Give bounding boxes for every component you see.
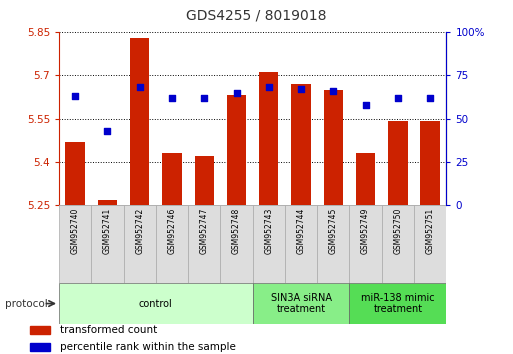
Bar	[221, 205, 252, 283]
Bar	[349, 205, 382, 283]
Text: GSM952751: GSM952751	[426, 208, 435, 254]
Bar	[162, 153, 182, 205]
Bar	[259, 72, 279, 205]
Text: GSM952740: GSM952740	[71, 208, 80, 254]
Point	[168, 95, 176, 101]
Text: protocol: protocol	[5, 298, 48, 309]
Text: GSM952745: GSM952745	[329, 208, 338, 254]
Text: GSM952750: GSM952750	[393, 208, 402, 254]
Bar	[124, 205, 156, 283]
Text: GSM952742: GSM952742	[135, 208, 144, 254]
Bar	[156, 205, 188, 283]
Point	[362, 102, 370, 108]
Text: SIN3A siRNA
treatment: SIN3A siRNA treatment	[270, 293, 331, 314]
Bar	[59, 205, 91, 283]
Text: miR-138 mimic
treatment: miR-138 mimic treatment	[361, 293, 435, 314]
Bar	[388, 121, 407, 205]
Bar	[59, 283, 252, 324]
Bar	[188, 205, 221, 283]
Point	[394, 95, 402, 101]
Bar	[285, 205, 317, 283]
Bar	[324, 90, 343, 205]
Point	[297, 86, 305, 92]
Text: GDS4255 / 8019018: GDS4255 / 8019018	[186, 9, 327, 23]
Bar	[252, 283, 349, 324]
Text: GSM952744: GSM952744	[297, 208, 306, 254]
Text: GSM952747: GSM952747	[200, 208, 209, 254]
Text: GSM952741: GSM952741	[103, 208, 112, 254]
Bar	[414, 205, 446, 283]
Point	[103, 128, 111, 133]
Bar	[227, 96, 246, 205]
Bar	[317, 205, 349, 283]
Bar	[30, 343, 50, 351]
Bar	[97, 200, 117, 205]
Point	[135, 85, 144, 90]
Bar	[66, 142, 85, 205]
Text: GSM952746: GSM952746	[167, 208, 176, 254]
Point	[200, 95, 208, 101]
Bar	[252, 205, 285, 283]
Bar	[291, 84, 311, 205]
Point	[71, 93, 79, 99]
Point	[265, 85, 273, 90]
Bar	[349, 283, 446, 324]
Point	[426, 95, 435, 101]
Bar	[30, 326, 50, 335]
Point	[232, 90, 241, 96]
Bar	[356, 153, 376, 205]
Text: GSM952749: GSM952749	[361, 208, 370, 254]
Text: transformed count: transformed count	[60, 325, 157, 335]
Bar	[194, 156, 214, 205]
Bar	[91, 205, 124, 283]
Text: GSM952743: GSM952743	[264, 208, 273, 254]
Text: percentile rank within the sample: percentile rank within the sample	[60, 342, 235, 352]
Bar	[421, 121, 440, 205]
Bar	[130, 38, 149, 205]
Text: GSM952748: GSM952748	[232, 208, 241, 254]
Point	[329, 88, 338, 94]
Text: control: control	[139, 298, 173, 309]
Bar	[382, 205, 414, 283]
